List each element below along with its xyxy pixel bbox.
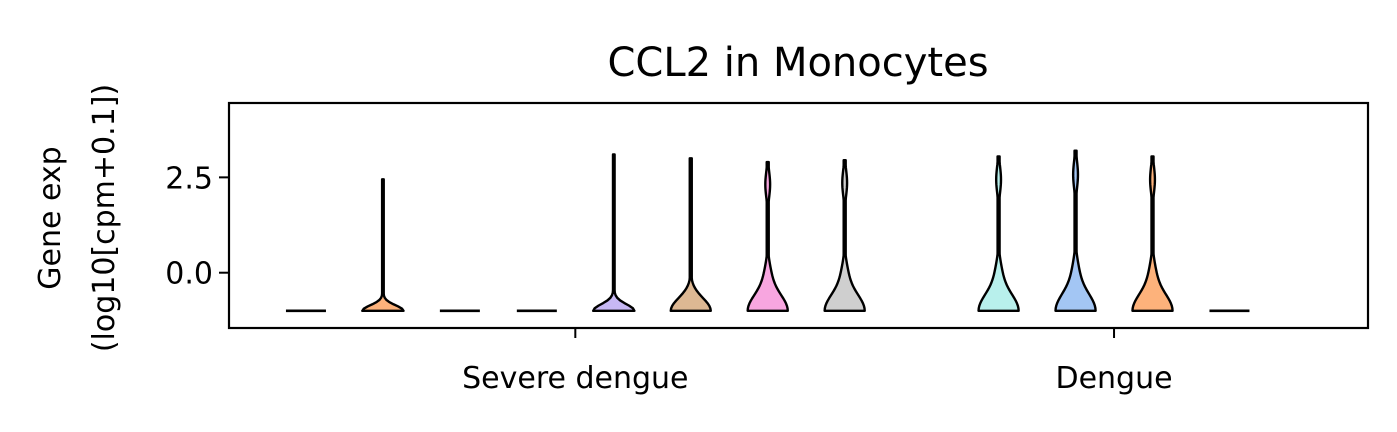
violin-9: [977, 155, 1020, 313]
violin-6: [669, 157, 712, 313]
x-tick-label: Dengue: [1055, 361, 1172, 396]
violin-11: [1131, 155, 1174, 313]
x-tick-label: Severe dengue: [462, 361, 688, 396]
y-tick-label: 0.0: [165, 257, 213, 292]
violin-10: [1054, 149, 1097, 313]
violins-layer: [285, 149, 1250, 313]
violin-5: [592, 153, 636, 313]
y-tick-label: 2.5: [165, 161, 213, 196]
plot-frame: [227, 101, 1370, 330]
y-axis-label-line1: Gene exp: [33, 146, 68, 289]
violin-7: [746, 160, 789, 313]
y-axis-label: Gene exp (log10[cpm+0.1]): [33, 84, 122, 352]
violin-2: [361, 178, 405, 313]
chart-title: CCL2 in Monocytes: [607, 40, 988, 86]
violin-8: [823, 159, 866, 313]
y-axis-ticks: 2.5 0.0: [165, 161, 229, 292]
x-axis-ticks: Severe dengue Dengue: [462, 328, 1173, 396]
y-axis-label-line2: (log10[cpm+0.1]): [87, 84, 122, 352]
